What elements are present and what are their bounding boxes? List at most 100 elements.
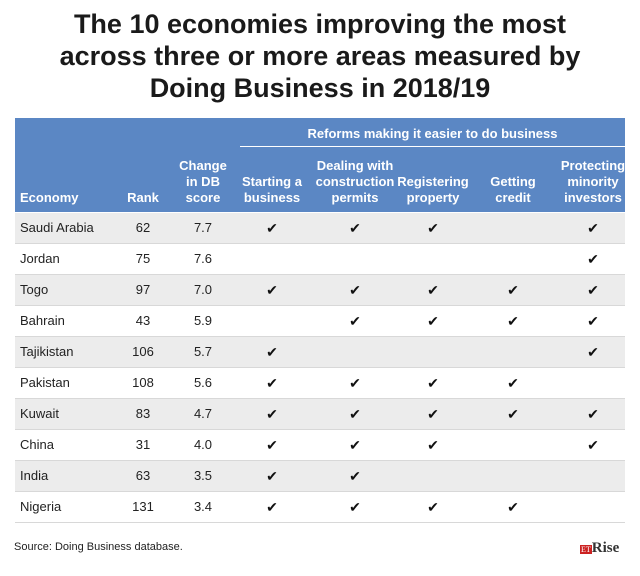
- change: 7.7: [193, 220, 213, 235]
- check-mark: ✔: [507, 499, 519, 515]
- check-mark: ✔: [349, 282, 361, 298]
- check-mark: ✔: [507, 406, 519, 422]
- row-bg: [15, 306, 625, 337]
- change: 5.6: [193, 375, 213, 390]
- column-header: Getting: [490, 174, 536, 189]
- rank: 131: [132, 499, 154, 514]
- source: Source: Doing Business database.: [14, 541, 183, 553]
- check-mark: ✔: [349, 499, 361, 515]
- check-mark: ✔: [349, 468, 361, 484]
- title-line: across three or more areas measured by: [59, 41, 581, 71]
- check-mark: ✔: [266, 406, 278, 422]
- check-mark: ✔: [349, 313, 361, 329]
- row-bg: [15, 399, 625, 430]
- title-line: Doing Business in 2018/19: [149, 73, 491, 103]
- check-mark: ✔: [507, 375, 519, 391]
- column-header: Starting a: [242, 174, 302, 189]
- change: 4.7: [193, 406, 213, 421]
- check-mark: ✔: [349, 437, 361, 453]
- economy: Bahrain: [20, 313, 65, 328]
- check-mark: ✔: [349, 220, 361, 236]
- group-rule: [240, 146, 625, 147]
- check-mark: ✔: [587, 220, 599, 236]
- title-line: The 10 economies improving the most: [73, 9, 567, 39]
- change: 7.0: [193, 282, 213, 297]
- check-mark: ✔: [266, 344, 278, 360]
- rank: 63: [135, 468, 151, 483]
- rank: 75: [135, 251, 151, 266]
- check-mark: ✔: [427, 406, 439, 422]
- column-header: in DB: [186, 174, 220, 189]
- column-header: investors: [564, 190, 622, 205]
- column-header: business: [243, 190, 301, 205]
- economy: India: [20, 468, 49, 483]
- column-header: Economy: [20, 190, 79, 205]
- column-header: minority: [567, 174, 619, 189]
- group-header: Reforms making it easier to do business: [307, 126, 558, 141]
- row-bg: [15, 492, 625, 523]
- check-mark: ✔: [266, 468, 278, 484]
- column-header: Protecting: [560, 158, 626, 173]
- check-mark: ✔: [587, 344, 599, 360]
- row-bg: [15, 461, 625, 492]
- check-mark: ✔: [266, 375, 278, 391]
- check-mark: ✔: [266, 282, 278, 298]
- logo-prefix: ET: [580, 545, 592, 554]
- row-bg: [15, 368, 625, 399]
- logo: ETRise: [580, 540, 619, 557]
- check-mark: ✔: [427, 499, 439, 515]
- rank: 43: [135, 313, 151, 328]
- rank: 31: [135, 437, 151, 452]
- row-bg: [15, 244, 625, 275]
- check-mark: ✔: [349, 406, 361, 422]
- check-mark: ✔: [427, 220, 439, 236]
- check-mark: ✔: [507, 313, 519, 329]
- check-mark: ✔: [587, 251, 599, 267]
- logo-name: Rise: [591, 540, 620, 556]
- check-mark: ✔: [427, 375, 439, 391]
- column-header: Rank: [127, 190, 159, 205]
- row-bg: [15, 430, 625, 461]
- column-header: Change: [179, 158, 227, 173]
- column-header: property: [406, 190, 460, 205]
- check-mark: ✔: [587, 313, 599, 329]
- column-header: credit: [495, 190, 531, 205]
- economy: Nigeria: [20, 499, 62, 514]
- rank: 97: [135, 282, 151, 297]
- change: 5.9: [193, 313, 213, 328]
- economy: Tajikistan: [20, 344, 74, 359]
- change: 3.4: [193, 499, 213, 514]
- column-header: permits: [331, 190, 379, 205]
- check-mark: ✔: [587, 437, 599, 453]
- check-mark: ✔: [266, 220, 278, 236]
- economy: Saudi Arabia: [20, 220, 94, 235]
- check-mark: ✔: [349, 375, 361, 391]
- column-header: Dealing with: [316, 158, 394, 173]
- row-bg: [15, 337, 625, 368]
- rank: 106: [132, 344, 154, 359]
- change: 5.7: [193, 344, 213, 359]
- economy: Pakistan: [20, 375, 70, 390]
- column-header: score: [185, 190, 221, 205]
- row-bg: [15, 275, 625, 306]
- check-mark: ✔: [587, 282, 599, 298]
- rank: 83: [135, 406, 151, 421]
- check-mark: ✔: [266, 499, 278, 515]
- row-bg: [15, 213, 625, 244]
- change: 7.6: [193, 251, 213, 266]
- change: 3.5: [193, 468, 213, 483]
- check-mark: ✔: [587, 406, 599, 422]
- economy: Kuwait: [20, 406, 60, 421]
- economy: China: [20, 437, 54, 452]
- rank: 108: [132, 375, 154, 390]
- economy: Jordan: [20, 251, 60, 266]
- check-mark: ✔: [507, 282, 519, 298]
- check-mark: ✔: [427, 437, 439, 453]
- column-header: construction: [315, 174, 395, 189]
- check-mark: ✔: [427, 282, 439, 298]
- column-header: Registering: [397, 174, 469, 189]
- economy: Togo: [20, 282, 49, 297]
- check-mark: ✔: [427, 313, 439, 329]
- rank: 62: [135, 220, 151, 235]
